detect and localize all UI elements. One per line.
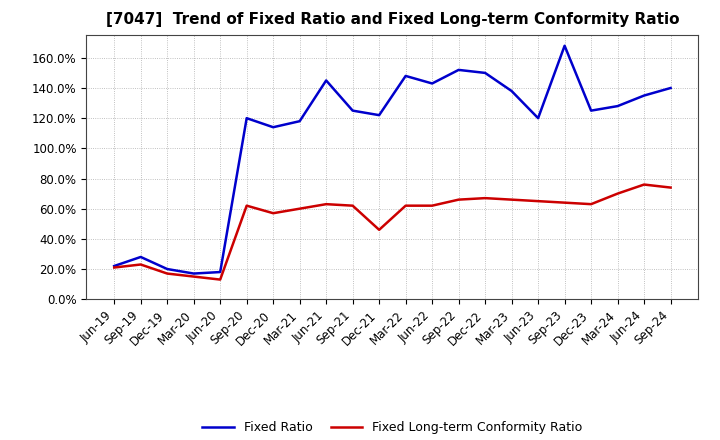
Fixed Ratio — [295, 118, 304, 124]
Title: [7047]  Trend of Fixed Ratio and Fixed Long-term Conformity Ratio: [7047] Trend of Fixed Ratio and Fixed Lo… — [106, 12, 679, 27]
Fixed Long-term Conformity Ratio — [375, 227, 384, 232]
Fixed Long-term Conformity Ratio — [243, 203, 251, 208]
Fixed Ratio — [640, 93, 649, 98]
Fixed Ratio — [189, 271, 198, 276]
Fixed Long-term Conformity Ratio — [348, 203, 357, 208]
Fixed Ratio — [560, 43, 569, 48]
Fixed Long-term Conformity Ratio — [613, 191, 622, 196]
Fixed Long-term Conformity Ratio — [189, 274, 198, 279]
Fixed Ratio — [401, 73, 410, 79]
Line: Fixed Ratio: Fixed Ratio — [114, 46, 670, 274]
Fixed Ratio — [508, 88, 516, 94]
Fixed Ratio — [269, 125, 277, 130]
Fixed Ratio — [216, 269, 225, 275]
Fixed Long-term Conformity Ratio — [481, 195, 490, 201]
Fixed Ratio — [587, 108, 595, 113]
Fixed Long-term Conformity Ratio — [110, 265, 119, 270]
Fixed Ratio — [534, 116, 542, 121]
Fixed Long-term Conformity Ratio — [163, 271, 171, 276]
Fixed Long-term Conformity Ratio — [587, 202, 595, 207]
Fixed Ratio — [454, 67, 463, 73]
Fixed Ratio — [136, 254, 145, 260]
Fixed Long-term Conformity Ratio — [534, 198, 542, 204]
Fixed Long-term Conformity Ratio — [295, 206, 304, 211]
Fixed Long-term Conformity Ratio — [136, 262, 145, 267]
Legend: Fixed Ratio, Fixed Long-term Conformity Ratio: Fixed Ratio, Fixed Long-term Conformity … — [197, 416, 588, 439]
Fixed Ratio — [322, 78, 330, 83]
Fixed Long-term Conformity Ratio — [666, 185, 675, 190]
Fixed Long-term Conformity Ratio — [640, 182, 649, 187]
Fixed Ratio — [613, 103, 622, 109]
Fixed Ratio — [163, 266, 171, 271]
Fixed Long-term Conformity Ratio — [216, 277, 225, 282]
Fixed Long-term Conformity Ratio — [401, 203, 410, 208]
Fixed Ratio — [481, 70, 490, 76]
Fixed Ratio — [243, 116, 251, 121]
Fixed Long-term Conformity Ratio — [322, 202, 330, 207]
Fixed Ratio — [666, 85, 675, 91]
Fixed Long-term Conformity Ratio — [508, 197, 516, 202]
Line: Fixed Long-term Conformity Ratio: Fixed Long-term Conformity Ratio — [114, 184, 670, 279]
Fixed Long-term Conformity Ratio — [428, 203, 436, 208]
Fixed Ratio — [428, 81, 436, 86]
Fixed Ratio — [348, 108, 357, 113]
Fixed Long-term Conformity Ratio — [560, 200, 569, 205]
Fixed Ratio — [110, 264, 119, 269]
Fixed Long-term Conformity Ratio — [454, 197, 463, 202]
Fixed Long-term Conformity Ratio — [269, 211, 277, 216]
Fixed Ratio — [375, 113, 384, 118]
